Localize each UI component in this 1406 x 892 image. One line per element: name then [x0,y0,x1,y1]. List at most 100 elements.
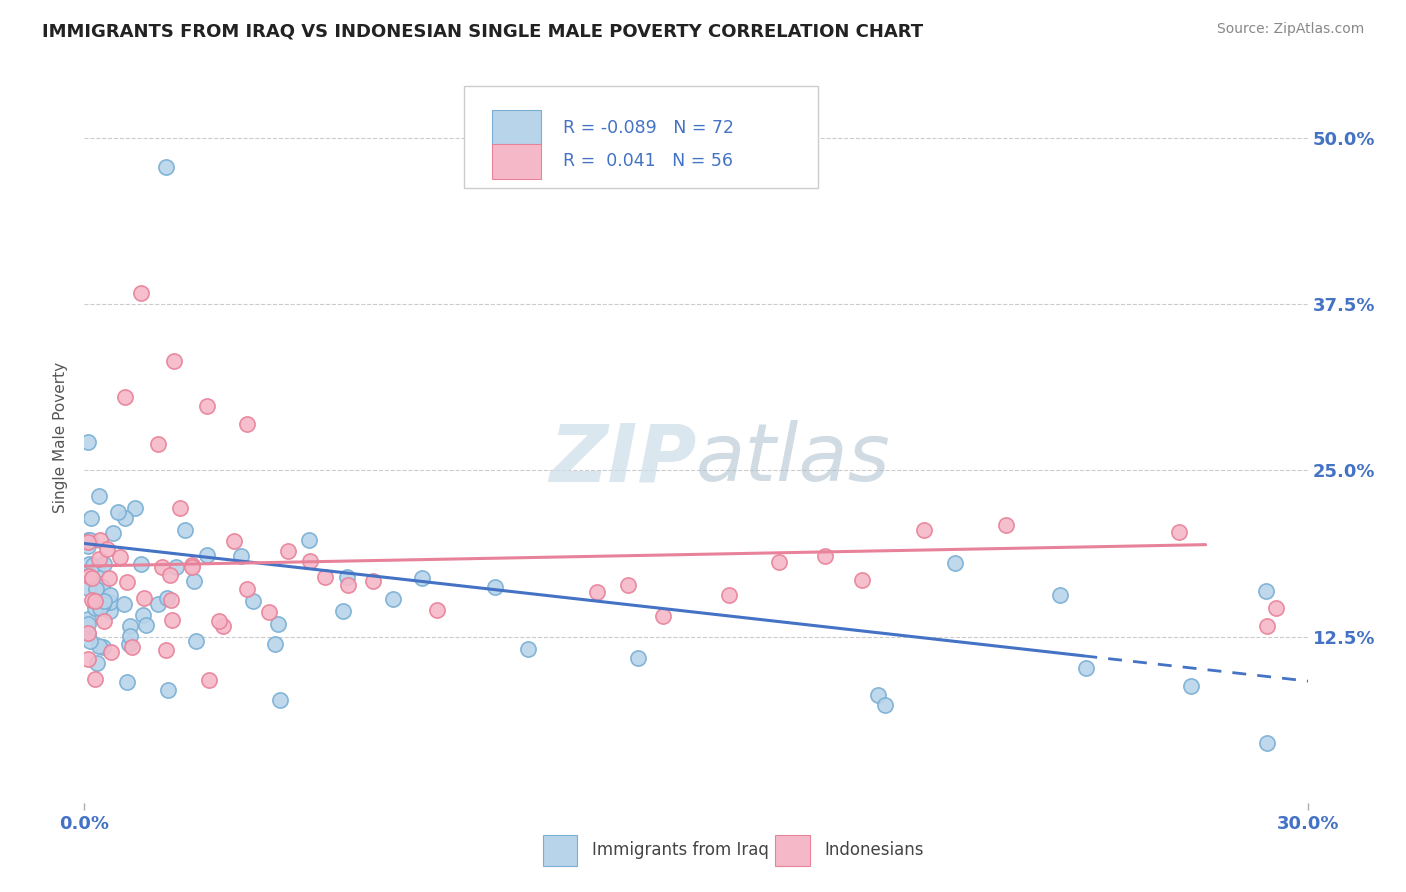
Point [156,682,179,697]
Point [337,578,360,592]
Point [77,539,100,553]
Point [336,570,359,584]
Point [1076,661,1098,675]
Point [96,541,118,556]
Point [277,544,299,558]
Point [100,645,122,659]
Text: R = -0.089   N = 72: R = -0.089 N = 72 [562,119,734,136]
Point [98,571,121,585]
Text: Indonesians: Indonesians [824,841,924,859]
Point [1049,588,1071,602]
Point [118,637,141,651]
Point [121,640,143,654]
Point [943,556,966,570]
Point [77,617,100,632]
Point [851,573,873,587]
FancyBboxPatch shape [464,86,818,188]
Point [93,558,115,572]
Point [150,559,173,574]
Point [1180,679,1202,693]
Point [89,533,111,547]
Point [93,597,115,611]
Point [93,594,115,608]
Text: ZIP: ZIP [548,420,696,498]
Point [91,580,114,594]
Point [77,652,100,666]
Point [411,571,433,585]
Point [112,597,135,611]
Point [87,489,110,503]
Point [135,617,157,632]
Point [361,574,384,588]
Point [197,548,219,562]
Text: atlas: atlas [696,420,891,498]
FancyBboxPatch shape [543,835,578,866]
Point [132,591,155,605]
Point [115,574,138,589]
Point [79,511,101,525]
Point [89,639,111,653]
Point [83,594,105,608]
Point [82,558,104,572]
Point [108,550,131,565]
Point [1265,601,1288,615]
Point [298,553,321,567]
Point [236,417,259,431]
Point [1254,584,1277,599]
Point [77,581,100,595]
Point [484,580,506,594]
Point [115,675,138,690]
Point [332,604,354,618]
Point [1168,524,1191,539]
Point [146,597,169,611]
Point [132,608,155,623]
Point [181,559,204,574]
Point [98,604,121,618]
Point [120,618,142,632]
Point [165,559,187,574]
Point [89,552,111,566]
Point [174,523,197,537]
Point [224,533,246,548]
Point [103,526,125,541]
Text: Immigrants from Iraq: Immigrants from Iraq [592,841,769,859]
Point [86,563,108,577]
Point [155,160,177,174]
Point [426,603,449,617]
Point [114,390,136,404]
Point [160,593,183,607]
Point [82,593,104,607]
Point [257,605,280,619]
Point [163,354,186,368]
FancyBboxPatch shape [492,144,541,179]
Point [159,567,181,582]
Point [124,500,146,515]
Point [89,601,111,615]
Point [198,673,221,687]
Text: R =  0.041   N = 56: R = 0.041 N = 56 [562,153,733,170]
Point [768,555,790,569]
Point [1256,619,1278,633]
Point [79,634,101,648]
Point [107,505,129,519]
Point [183,574,205,589]
Point [169,501,191,516]
Point [242,594,264,608]
Point [586,584,609,599]
Point [263,637,285,651]
Point [77,533,100,548]
Point [617,578,640,592]
Point [84,595,107,609]
Point [652,608,675,623]
Point [156,591,179,605]
Point [718,588,741,602]
Point [77,557,100,571]
Point [382,591,405,606]
Point [627,651,650,665]
Text: Source: ZipAtlas.com: Source: ZipAtlas.com [1216,22,1364,37]
Point [91,640,114,654]
Point [118,629,141,643]
Point [77,569,100,583]
Point [208,614,231,628]
Point [86,656,108,670]
